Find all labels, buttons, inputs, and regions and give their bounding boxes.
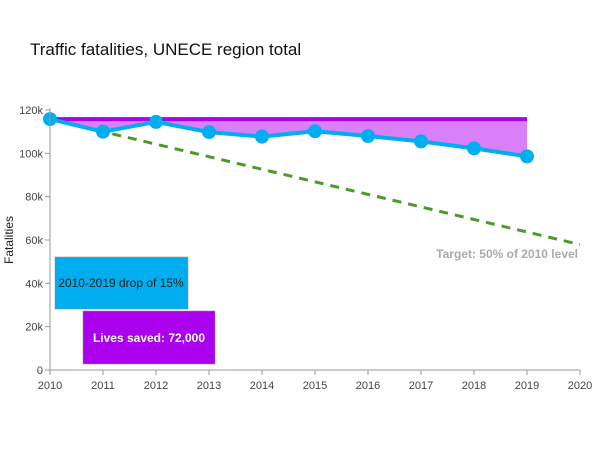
y-tick-label: 100k	[19, 148, 43, 160]
data-point-2014	[255, 129, 269, 144]
target-line	[49, 117, 581, 247]
annotation-drop-text: 2010-2019 drop of 15%	[58, 276, 184, 290]
annotation-box-lives-saved	[82, 310, 216, 365]
y-tick-label: 40k	[25, 278, 43, 290]
annotation-box-drop	[54, 256, 189, 310]
chart-title: Traffic fatalities, UNECE region total	[30, 40, 301, 59]
x-tick-label: 2019	[515, 380, 539, 392]
target-label: Target: 50% of 2010 level	[436, 247, 578, 261]
x-tick-label: 2010	[38, 380, 62, 392]
x-tick-label: 2015	[303, 380, 327, 392]
data-point-2012	[149, 114, 163, 129]
y-tick-label: 80k	[25, 192, 43, 204]
data-point-2017	[414, 134, 428, 149]
data-point-2018	[467, 141, 481, 156]
x-tick-label: 2012	[144, 380, 168, 392]
data-point-2011	[96, 124, 110, 139]
y-tick-label: 20k	[25, 322, 43, 334]
x-tick-label: 2014	[250, 380, 274, 392]
lives-saved-area	[50, 119, 527, 157]
y-axis-label: Fatalities	[2, 216, 16, 264]
data-point-2016	[361, 129, 375, 143]
data-point-2019	[520, 149, 534, 164]
x-tick-label: 2017	[409, 380, 433, 392]
annotation-lives-saved-text: Lives saved: 72,000	[93, 331, 205, 345]
data-point-2015	[308, 124, 322, 139]
plot-area: Target: 50% of 2010 level 2010 2011 2012 201…	[19, 105, 592, 392]
x-tick-label: 2018	[462, 380, 486, 392]
x-tick-label: 2016	[356, 380, 380, 392]
x-tick-label: 2020	[568, 380, 592, 392]
x-tick-label: 2011	[91, 380, 115, 392]
y-tick-label: 60k	[25, 235, 43, 247]
fatalities-line	[49, 117, 528, 159]
y-tick-label: 120k	[19, 105, 43, 117]
y-tick-label: 0	[37, 365, 43, 377]
data-point-2013	[202, 125, 216, 140]
x-tick-label: 2013	[197, 380, 221, 392]
